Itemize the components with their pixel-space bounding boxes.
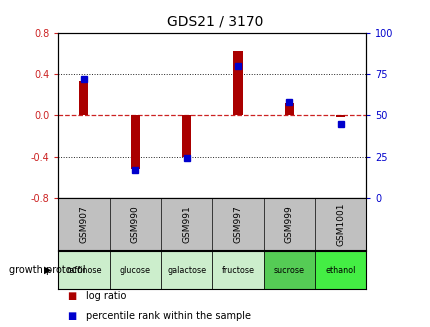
Bar: [263, 251, 314, 289]
Bar: [212, 251, 263, 289]
Text: galactose: galactose: [167, 266, 206, 275]
Bar: [160, 251, 212, 289]
Text: raffinose: raffinose: [66, 266, 101, 275]
Text: ■: ■: [67, 311, 76, 320]
Bar: [109, 251, 160, 289]
Text: GSM991: GSM991: [181, 205, 190, 243]
Bar: [233, 51, 242, 115]
Text: ▶: ▶: [44, 265, 52, 275]
Bar: [130, 115, 139, 169]
Text: GSM1001: GSM1001: [335, 202, 344, 246]
Text: GSM999: GSM999: [284, 205, 293, 243]
Bar: [314, 251, 366, 289]
Text: GSM990: GSM990: [130, 205, 139, 243]
Bar: [181, 115, 191, 157]
Text: GSM907: GSM907: [79, 205, 88, 243]
Bar: [335, 115, 344, 117]
Bar: [284, 103, 293, 115]
Text: GDS21 / 3170: GDS21 / 3170: [167, 15, 263, 29]
Text: ethanol: ethanol: [325, 266, 355, 275]
Text: growth protocol: growth protocol: [9, 265, 85, 275]
Bar: [58, 251, 109, 289]
Text: fructose: fructose: [221, 266, 254, 275]
Text: percentile rank within the sample: percentile rank within the sample: [86, 311, 251, 320]
Text: glucose: glucose: [120, 266, 150, 275]
Text: sucrose: sucrose: [273, 266, 304, 275]
Bar: [79, 81, 88, 115]
Text: ■: ■: [67, 291, 76, 301]
Text: GSM997: GSM997: [233, 205, 242, 243]
Text: log ratio: log ratio: [86, 291, 126, 301]
